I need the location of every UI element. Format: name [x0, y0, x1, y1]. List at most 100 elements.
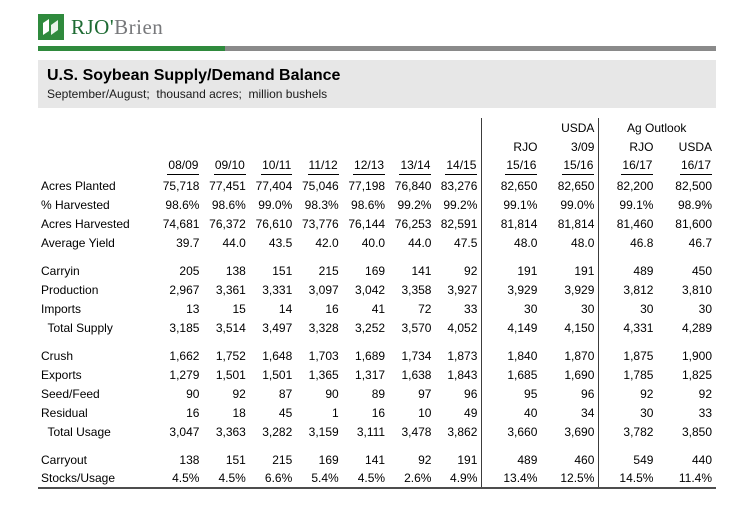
spacer-cell — [389, 337, 435, 346]
table-cell: 1,279 — [169, 367, 200, 382]
source-header-rjo: RJO — [481, 137, 542, 156]
table-cell: 1,685 — [481, 365, 542, 384]
row-label: Exports — [41, 367, 82, 382]
row-label: Acres Harvested — [41, 216, 130, 231]
table-cell: 1,752 — [215, 348, 246, 363]
spacer-cell — [38, 337, 157, 346]
table-cell: 92 — [464, 263, 478, 278]
table-cell: 169 — [365, 263, 386, 278]
table-cell: 48.0 — [481, 233, 542, 252]
row-label: Residual — [41, 405, 88, 420]
table-cell: 3,478 — [401, 424, 432, 439]
year-header: 16/17 — [598, 156, 658, 176]
table-cell: 40.0 — [361, 235, 386, 250]
table-cell: 76,144 — [348, 216, 386, 231]
spacer-cell — [203, 441, 249, 450]
table-cell: 1,840 — [481, 346, 542, 365]
spacer-cell — [343, 441, 389, 450]
spacer-cell — [435, 337, 481, 346]
table-cell: 44.0 — [222, 235, 246, 250]
spacer-row — [38, 337, 716, 346]
spacer-cell — [598, 441, 658, 450]
table-cell: 90 — [325, 386, 339, 401]
table-cell: 81,600 — [675, 216, 712, 231]
table-cell: 76,372 — [209, 216, 246, 231]
table-cell: 4,150 — [564, 320, 595, 335]
table-cell: 4.5% — [172, 471, 200, 485]
table-cell: 440 — [691, 452, 712, 467]
year-header: 10/11 — [250, 156, 296, 176]
table-cell: 3,111 — [356, 424, 386, 439]
table-cell: 4.9% — [450, 471, 478, 485]
spacer-cell — [250, 441, 296, 450]
table-cell: 151 — [225, 452, 246, 467]
table-cell: 76,253 — [394, 216, 432, 231]
table-cell: 83,276 — [440, 178, 478, 193]
table-cell: 141 — [365, 452, 386, 467]
spacer-cell — [157, 441, 203, 450]
table-cell: 3,042 — [355, 282, 386, 297]
table-cell: 76,840 — [394, 178, 432, 193]
table-cell: 151 — [272, 263, 293, 278]
title-block: U.S. Soybean Supply/Demand Balance Septe… — [38, 60, 716, 108]
usda-group-header: USDA — [561, 121, 595, 135]
table-cell: 30 — [581, 301, 595, 316]
page-subtitle: September/August; thousand acres; millio… — [47, 87, 328, 101]
table-row: Residual 16 18 45 1 16 10 49 40 34 30 33 — [38, 403, 716, 422]
table-cell: 1,501 — [262, 367, 293, 382]
spacer-cell — [657, 337, 716, 346]
table-cell: 77,404 — [255, 178, 293, 193]
table-cell: 98.6% — [351, 197, 386, 212]
table-cell: 3,927 — [447, 282, 478, 297]
table-cell: 1,501 — [215, 367, 246, 382]
table-cell: 99.0% — [560, 197, 595, 212]
table-cell: 77,198 — [348, 178, 386, 193]
spacer-cell — [389, 252, 435, 261]
row-label: Imports — [41, 301, 82, 316]
spacer-cell — [203, 337, 249, 346]
source-header-usda: USDA — [678, 140, 712, 154]
year-header: 15/16 — [541, 156, 599, 176]
spacer-cell — [541, 441, 599, 450]
spacer-cell — [157, 252, 203, 261]
year-header: 13/14 — [389, 156, 435, 176]
brand-name: RJO'Brien — [71, 15, 163, 40]
table-cell: 10 — [418, 405, 432, 420]
table-cell: 43.5 — [268, 235, 293, 250]
table-row: Acres Planted 75,718 77,451 77,404 75,046 77,… — [38, 176, 716, 195]
spacer-cell — [296, 441, 342, 450]
table-cell: 81,814 — [481, 214, 542, 233]
table-cell: 1,785 — [598, 365, 658, 384]
table-cell: 2,967 — [169, 282, 200, 297]
table-cell: 215 — [272, 452, 293, 467]
group-header-row: USDA Ag Outlook — [38, 118, 716, 137]
table-cell: 30 — [598, 403, 658, 422]
table-row: Total Usage 3,047 3,363 3,282 3,159 3,111 3,47… — [38, 422, 716, 441]
table-cell: 4.5% — [357, 471, 386, 485]
table-cell: 16 — [371, 405, 386, 420]
table-cell: 3,929 — [481, 280, 542, 299]
table-row: Acres Harvested 74,681 76,372 76,610 73,776 7… — [38, 214, 716, 233]
year-header: 09/10 — [203, 156, 249, 176]
table-cell: 46.7 — [688, 235, 712, 250]
row-label: Carryin — [41, 263, 80, 278]
header-spacer — [38, 118, 482, 137]
table-cell: 3,361 — [215, 282, 246, 297]
table-cell: 3,660 — [481, 422, 542, 441]
table-cell: 15 — [232, 301, 246, 316]
table-cell: 30 — [598, 299, 658, 318]
table-cell: 49 — [464, 405, 478, 420]
table-cell: 450 — [691, 263, 712, 278]
brand-divider-bar — [38, 46, 716, 51]
table-cell: 30 — [698, 301, 712, 316]
table-cell: 3,812 — [598, 280, 658, 299]
table-cell: 87 — [278, 386, 293, 401]
spacer-cell — [481, 337, 542, 346]
row-label: % Harvested — [41, 197, 110, 212]
table-cell: 44.0 — [408, 235, 432, 250]
header-spacer — [38, 137, 482, 156]
row-label: Production — [41, 282, 99, 297]
table-row: Exports 1,279 1,501 1,501 1,365 1,317 1,638 1,8… — [38, 365, 716, 384]
spacer-cell — [38, 252, 157, 261]
year-header: 14/15 — [435, 156, 481, 176]
